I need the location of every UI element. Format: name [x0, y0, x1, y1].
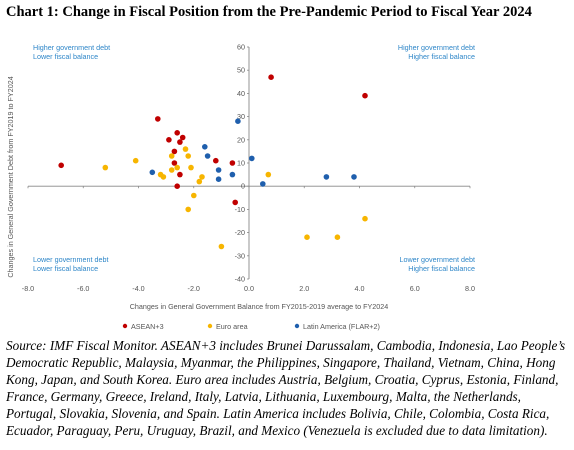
x-axis-label: Changes in General Government Balance fr…: [130, 302, 389, 311]
legend-item-latin-america: Latin America (FLAR+2): [294, 322, 380, 331]
legend-label-latin-america: Latin America (FLAR+2): [303, 322, 380, 331]
point-series-0: [166, 137, 172, 143]
x-tick-label: 8.0: [465, 284, 475, 293]
point-series-0: [229, 160, 236, 166]
quadrant-label-line: Higher fiscal balance: [408, 52, 475, 61]
point-series-1: [168, 167, 175, 173]
legend: ASEAN+3 Euro area Latin America (FLAR+2): [122, 322, 380, 331]
x-tick-label: 0.0: [244, 284, 254, 293]
y-tick-labels: 60 50 40 30 20 10 0 -10 -20 -30 -40: [235, 43, 249, 284]
legend-label-euro-area: Euro area: [216, 322, 248, 331]
quadrant-label-line: Higher government debt: [33, 43, 110, 52]
y-tick-label: 40: [237, 89, 245, 98]
point-series-0: [177, 171, 183, 178]
legend-marker-asean: [122, 323, 128, 329]
quadrant-label-line: Higher government debt: [398, 43, 475, 52]
x-tick-label: -6.0: [77, 284, 89, 293]
point-series-0: [174, 130, 180, 136]
y-tick-label: 50: [237, 66, 245, 75]
y-axis-label: Changes in General Government Debt from …: [6, 76, 15, 277]
legend-label-asean: ASEAN+3: [131, 322, 164, 331]
point-series-0: [174, 183, 180, 189]
quadrant-label-line: Lower fiscal balance: [33, 52, 98, 61]
x-tick-label: 2.0: [299, 284, 309, 293]
point-series-2: [215, 176, 222, 182]
point-series-1: [102, 164, 109, 171]
quadrant-label-line: Lower government debt: [399, 255, 475, 264]
point-series-1: [182, 146, 189, 152]
point-series-1: [160, 174, 167, 180]
point-series-1: [132, 157, 139, 164]
y-tick-label: -40: [235, 275, 245, 284]
y-tick-label: -20: [235, 228, 245, 237]
point-series-2: [249, 155, 255, 162]
point-series-2: [149, 169, 156, 176]
quadrant-label-top-right: Higher government debt Higher fiscal bal…: [398, 43, 475, 61]
legend-item-asean: ASEAN+3: [122, 322, 164, 331]
source-note: Source: IMF Fiscal Monitor. ASEAN+3 incl…: [6, 338, 566, 439]
quadrant-label-line: Lower fiscal balance: [33, 264, 98, 273]
point-series-0: [179, 134, 186, 141]
point-series-0: [362, 92, 368, 99]
point-series-0: [232, 199, 238, 206]
point-series-0: [171, 148, 178, 155]
quadrant-label-top-left: Higher government debt Lower fiscal bala…: [33, 43, 110, 61]
y-tick-label: -30: [235, 251, 245, 260]
quadrant-label-bottom-right: Lower government debt Higher fiscal bala…: [399, 255, 475, 273]
point-series-1: [174, 164, 180, 171]
x-tick-label: -2.0: [188, 284, 200, 293]
point-series-2: [229, 171, 236, 178]
quadrant-label-line: Lower government debt: [33, 255, 109, 264]
point-series-1: [265, 171, 272, 178]
point-series-1: [191, 192, 197, 199]
x-tick-label: -8.0: [22, 284, 34, 293]
point-series-2: [202, 144, 208, 150]
point-series-2: [235, 118, 241, 124]
point-series-1: [334, 234, 341, 240]
y-tick-label: 30: [237, 112, 245, 121]
point-series-0: [155, 116, 161, 122]
point-series-0: [58, 162, 64, 169]
y-tick-label: -10: [235, 205, 245, 214]
legend-marker-euro-area: [207, 323, 213, 329]
point-series-0: [177, 139, 183, 145]
legend-marker-latin-america: [294, 323, 300, 329]
scatter-chart: 60 50 40 30 20 10 0 -10 -20 -30 -40 -8.0 -6.0 -4.0 -2…: [6, 43, 475, 332]
point-series-0: [171, 160, 178, 166]
point-series-2: [351, 174, 357, 180]
point-series-1: [185, 153, 191, 159]
legend-item-euro-area: Euro area: [207, 322, 248, 331]
point-series-0: [268, 74, 274, 80]
point-series-1: [362, 215, 368, 222]
quadrant-label-bottom-left: Lower government debt Lower fiscal balan…: [33, 255, 109, 273]
x-tick-labels: -8.0 -6.0 -4.0 -2.0 0.0 2.0 4.0 6.0 8.0: [22, 186, 475, 293]
point-series-1: [199, 174, 205, 180]
x-tick-label: -4.0: [132, 284, 144, 293]
point-series-1: [188, 164, 194, 171]
y-tick-label: 60: [237, 43, 245, 52]
point-series-2: [260, 181, 266, 187]
point-series-1: [218, 243, 225, 250]
point-series-2: [323, 174, 330, 180]
point-series-1: [304, 234, 310, 240]
point-series-1: [168, 153, 175, 159]
x-tick-label: 4.0: [355, 284, 365, 293]
point-series-0: [213, 157, 219, 164]
y-tick-label: 20: [237, 135, 245, 144]
quadrant-label-line: Higher fiscal balance: [408, 264, 475, 273]
chart-title: Chart 1: Change in Fiscal Position from …: [6, 4, 532, 20]
y-tick-label: 10: [237, 159, 245, 168]
data-points: [58, 74, 368, 250]
point-series-1: [185, 206, 191, 213]
point-series-1: [196, 178, 203, 185]
point-series-2: [215, 167, 222, 173]
point-series-2: [204, 153, 211, 159]
y-tick-label: 0: [241, 182, 245, 191]
x-tick-label: 6.0: [410, 284, 420, 293]
